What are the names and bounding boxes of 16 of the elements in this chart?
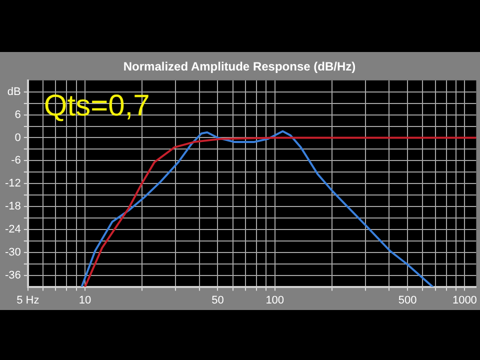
chart-title: Normalized Amplitude Response (dB/Hz) bbox=[123, 60, 356, 74]
y-tick-label: -18 bbox=[4, 200, 21, 213]
y-tick-label: -36 bbox=[4, 269, 21, 282]
y-tick-label: -6 bbox=[11, 154, 21, 167]
y-tick-label: -30 bbox=[4, 246, 21, 258]
y-tick-label: 0 bbox=[14, 132, 21, 144]
x-tick-label: 10 bbox=[78, 294, 92, 306]
x-tick-label: 50 bbox=[212, 294, 224, 306]
x-tick-label: 100 bbox=[266, 294, 284, 306]
x-tick-label: 1000 bbox=[452, 294, 477, 306]
y-tick-label: dB bbox=[7, 86, 21, 98]
x-tick-label: 500 bbox=[398, 294, 417, 306]
y-tick-label: -12 bbox=[4, 178, 21, 190]
y-tick-label: 6 bbox=[14, 108, 21, 121]
x-tick-label: 5 Hz bbox=[16, 294, 40, 306]
y-tick-label: -24 bbox=[4, 224, 21, 236]
